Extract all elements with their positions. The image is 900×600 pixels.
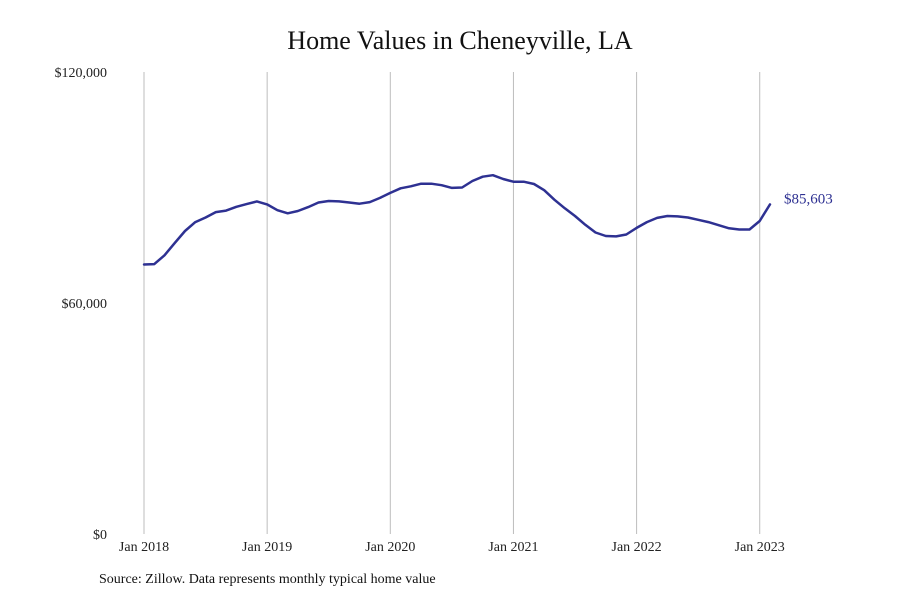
chart-title: Home Values in Cheneyville, LA: [287, 26, 633, 55]
y-tick-label: $60,000: [62, 297, 108, 312]
data-label-layer: $85,603: [784, 191, 833, 207]
x-tick-label: Jan 2019: [242, 540, 292, 555]
x-tick-label: Jan 2020: [365, 540, 415, 555]
axis-tick-labels: Jan 2018 Jan 2019 Jan 2020 Jan 2021 Jan 2022…: [55, 66, 785, 555]
end-value-label: $85,603: [784, 191, 833, 207]
y-tick-label: $120,000: [55, 66, 108, 81]
x-tick-label: Jan 2022: [612, 540, 662, 555]
source-note: Source: Zillow. Data represents monthly …: [99, 572, 436, 587]
vertical-gridlines: [143, 72, 761, 534]
series-layer: [142, 173, 772, 266]
x-tick-label: Jan 2023: [735, 540, 785, 555]
x-tick-label: Jan 2021: [488, 540, 538, 555]
home-value-line: [142, 173, 772, 266]
x-tick-label: Jan 2018: [119, 540, 169, 555]
y-tick-label: $0: [93, 528, 107, 543]
